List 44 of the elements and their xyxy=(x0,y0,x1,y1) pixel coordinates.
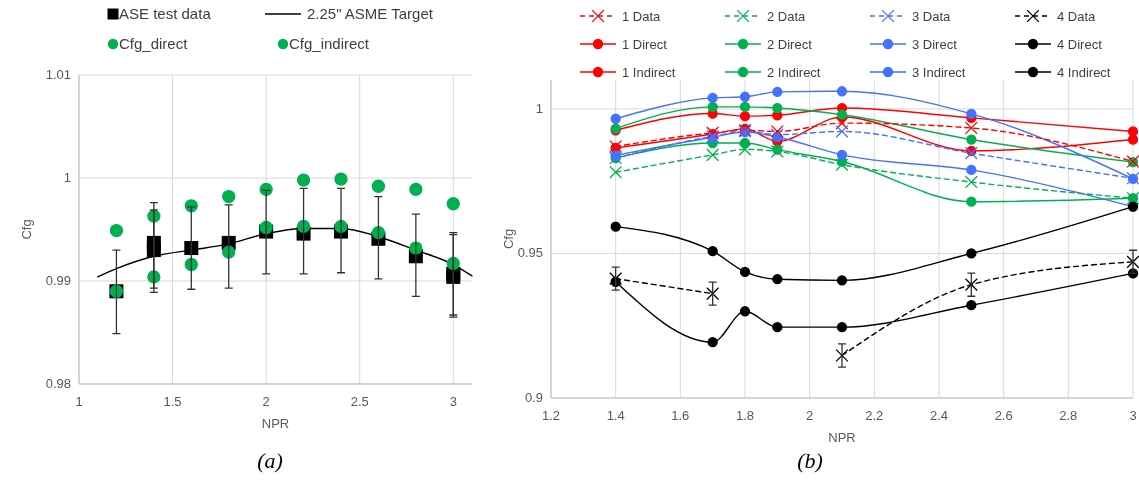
y-tick-label: 1.01 xyxy=(45,67,71,82)
legend-label: 3 Indirect xyxy=(912,65,966,80)
text: (a) xyxy=(257,448,283,473)
legend-label: 4 Data xyxy=(1057,9,1097,24)
x-tick-label: 2.8 xyxy=(1059,408,1078,423)
y-axis-title: Cfg xyxy=(501,228,516,250)
x-tick-label: 2 xyxy=(262,394,270,409)
x-tick-label: 3 xyxy=(449,394,457,409)
legend-label: 4 Direct xyxy=(1057,37,1103,52)
y-tick-label: 1 xyxy=(535,100,543,116)
legend-label: 1 Data xyxy=(622,9,662,24)
legend-label: ASE test data xyxy=(119,5,212,22)
y-tick-label: 1 xyxy=(63,170,71,185)
x-axis-title: NPR xyxy=(828,430,856,445)
y-tick-label: 0.95 xyxy=(517,245,543,261)
legend-label: Cfg_direct xyxy=(119,35,189,52)
x-tick-label: 1.5 xyxy=(163,394,182,409)
text: (b) xyxy=(797,448,823,473)
y-tick-label: 0.99 xyxy=(45,273,71,288)
legend-label: 3 Data xyxy=(912,9,952,24)
legend-label: 4 Indirect xyxy=(1057,65,1111,80)
legend-label: 2.25" ASME Target xyxy=(307,5,434,22)
legend-label: Cfg_indirect xyxy=(289,35,370,52)
x-tick-label: 1 xyxy=(75,394,83,409)
y-tick-label: 0.98 xyxy=(45,376,71,391)
x-tick-label: 2.2 xyxy=(865,408,884,423)
legend-label: 1 Direct xyxy=(622,37,668,52)
x-tick-label: 2.6 xyxy=(994,408,1013,423)
x-tick-label: 1.2 xyxy=(541,408,561,423)
x-tick-label: 2 xyxy=(806,408,814,423)
x-tick-label: 1.4 xyxy=(606,408,625,423)
legend-label: 2 Direct xyxy=(767,37,813,52)
legend-label: 2 Indirect xyxy=(767,65,821,80)
x-tick-label: 1.8 xyxy=(735,408,755,423)
x-tick-label: 1.6 xyxy=(671,408,690,423)
y-tick-label: 0.9 xyxy=(524,390,543,405)
legend-label: 2 Data xyxy=(767,9,807,24)
x-tick-label: 3 xyxy=(1129,408,1137,423)
legend-label: 3 Direct xyxy=(912,37,958,52)
y-axis-title: Cfg xyxy=(19,219,34,240)
legend-label: 1 Indirect xyxy=(622,65,676,80)
x-axis-title: NPR xyxy=(261,416,290,431)
x-tick-label: 2.5 xyxy=(350,394,369,409)
x-tick-label: 2.4 xyxy=(929,408,949,423)
